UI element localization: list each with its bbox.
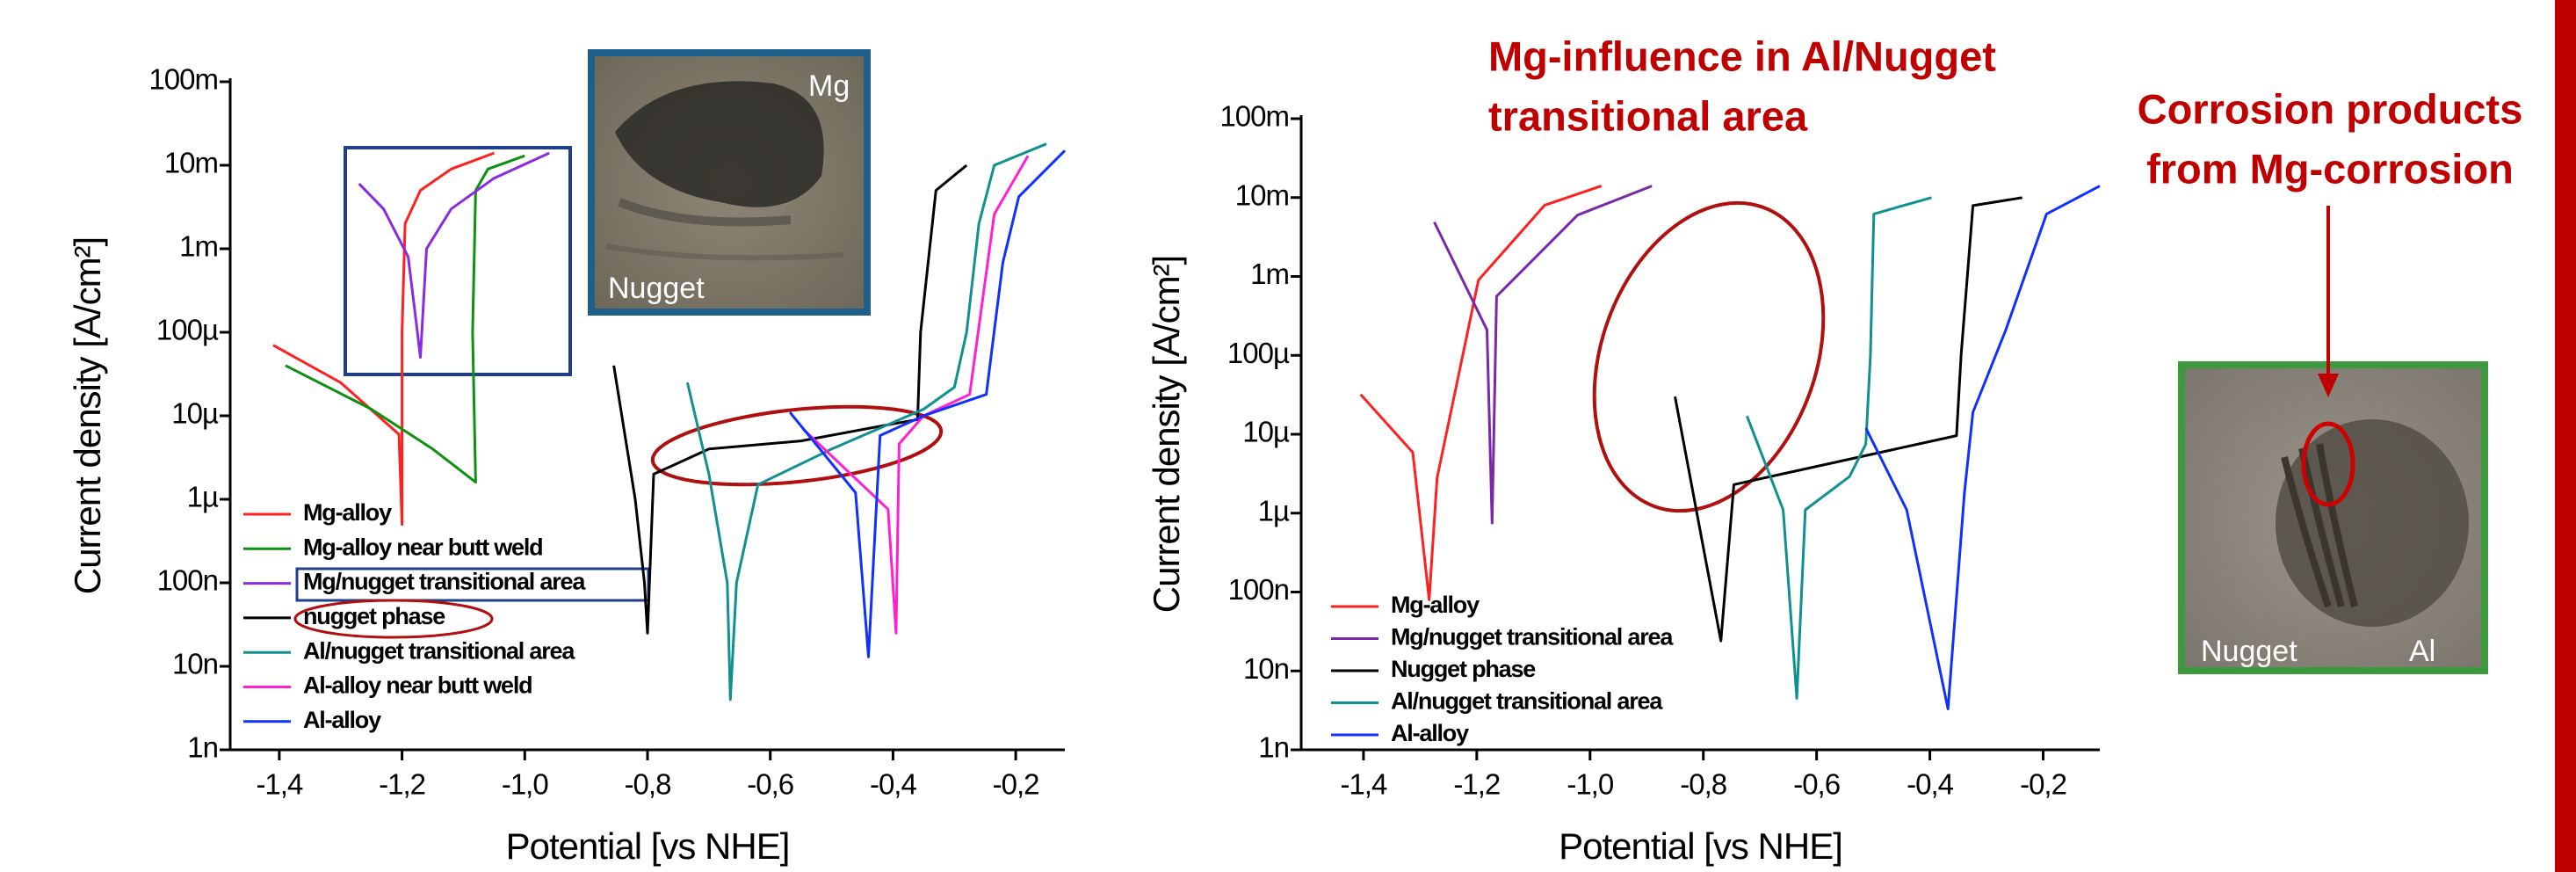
photo-label: Mg (808, 69, 850, 103)
y-tick-label: 100n (1228, 573, 1289, 606)
x-tick-label: -0,8 (625, 768, 671, 801)
y-tick-label: 10n (1243, 652, 1289, 685)
legend-label: Mg/nugget transitional area (1391, 624, 1674, 650)
legend-label: Al-alloy (1391, 720, 1469, 746)
y-tick-label: 100µ (156, 314, 219, 346)
curve (1359, 185, 1603, 601)
curve (1746, 196, 1932, 700)
y-tick-label: 1n (187, 731, 218, 764)
x-axis-title: Potential [vs NHE] (506, 825, 790, 867)
photo-label: Nugget (608, 272, 705, 305)
y-tick-label: 10n (172, 648, 218, 680)
curve (801, 155, 1030, 635)
x-tick-label: -0,6 (1793, 768, 1840, 801)
photo-label: Nugget (2201, 635, 2297, 668)
legend-label: Al-alloy (303, 707, 381, 733)
y-tick-label: 1n (1258, 731, 1289, 764)
annotation: transitional area (1488, 92, 1808, 139)
legend-label: Mg/nugget transitional area (303, 569, 586, 595)
y-tick-label: 10m (1235, 178, 1289, 211)
curve (1864, 185, 2101, 710)
y-tick-label: 1µ (1258, 494, 1290, 527)
y-axis-title: Current density [A/cm²] (67, 237, 108, 594)
x-axis-title: Potential [vs NHE] (1559, 825, 1842, 867)
curve (358, 151, 550, 360)
x-tick-label: -1,4 (1340, 768, 1387, 801)
x-tick-label: -1,2 (379, 768, 425, 801)
legend-label: Mg-alloy near butt weld (303, 534, 542, 560)
curve (1433, 185, 1653, 525)
y-tick-label: 100m (148, 63, 218, 96)
legend-label: Al/nugget transitional area (303, 637, 575, 664)
legend-label: Al/nugget transitional area (1391, 688, 1663, 715)
legend-label: Nugget phase (1391, 656, 1536, 682)
y-tick-label: 100µ (1227, 337, 1290, 369)
legend-label: Mg-alloy (1391, 592, 1480, 618)
x-tick-label: -0,6 (747, 768, 793, 801)
legend-highlight (293, 599, 494, 639)
x-tick-label: -0,2 (2020, 768, 2066, 801)
x-tick-label: -1,0 (1567, 768, 1614, 801)
curve (612, 164, 968, 635)
legend-label: Al-alloy near butt weld (303, 672, 532, 699)
x-tick-label: -0,4 (1907, 768, 1954, 801)
curve (788, 149, 1067, 658)
curve (272, 151, 495, 527)
inset-frame (344, 146, 572, 376)
highlight-ellipse (1592, 200, 1826, 513)
legend-label: nugget phase (303, 603, 445, 629)
callout: from Mg-corrosion (2146, 145, 2514, 192)
x-tick-label: -0,8 (1680, 768, 1726, 801)
x-tick-label: -1,2 (1453, 768, 1500, 801)
x-tick-label: -0,4 (870, 768, 917, 801)
x-tick-label: -1,4 (256, 768, 303, 801)
curve (685, 142, 1047, 701)
y-tick-label: 1µ (187, 481, 219, 513)
annotation: Mg-influence in Al/Nugget (1488, 33, 1996, 79)
arrow-head (2318, 374, 2339, 397)
y-tick-label: 1m (1250, 258, 1289, 290)
curve (285, 154, 525, 484)
y-tick-label: 10m (164, 147, 218, 179)
photo-left (588, 49, 871, 316)
callout: Corrosion products (2138, 85, 2523, 132)
x-tick-label: -0,2 (993, 768, 1039, 801)
curve (1674, 196, 2022, 643)
y-tick-label: 10µ (171, 397, 219, 430)
y-tick-label: 100m (1219, 100, 1289, 133)
x-tick-label: -1,0 (502, 768, 549, 801)
y-tick-label: 100n (157, 564, 218, 597)
y-axis-title: Current density [A/cm²] (1146, 256, 1187, 613)
photo-right (2178, 361, 2488, 674)
photo-label: Al (2409, 635, 2435, 668)
highlight-ellipse (650, 404, 944, 487)
y-tick-label: 10µ (1242, 416, 1290, 448)
legend-label: Mg-alloy (303, 499, 392, 526)
y-tick-label: 1m (179, 230, 218, 263)
edge-bar (2555, 0, 2576, 872)
